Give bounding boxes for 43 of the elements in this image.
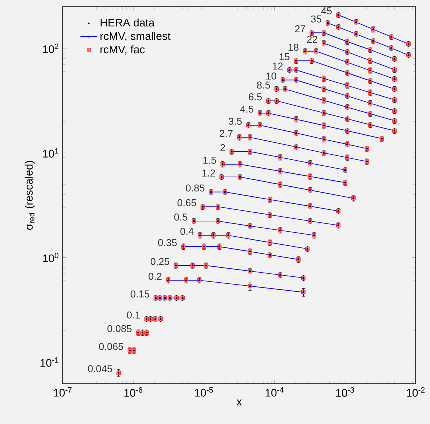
annotation: 2	[220, 144, 226, 152]
annotation: 8.5	[257, 82, 270, 89]
annotation: 18	[288, 44, 299, 52]
x-axis-title: x	[236, 400, 242, 406]
annotation: 45	[322, 8, 332, 15]
annotation: 35	[311, 16, 322, 23]
annotation: 12	[273, 62, 283, 70]
annotation: 1.2	[202, 170, 216, 177]
y-tick-label: 10$^{0}$	[43, 253, 59, 262]
annotation: 0.045	[88, 365, 112, 373]
legend-label: rcMV, smallest	[100, 32, 171, 42]
y-axis-title: σ$_{red}$ (rescaled)	[24, 161, 36, 230]
legend-label: rcMV, fac	[100, 46, 145, 55]
annotation: 10	[266, 72, 277, 80]
x-tick-label: 10$^{-7}$	[54, 388, 72, 397]
annotation: 0.85	[186, 184, 205, 192]
x-tick-label: 10$^{-5}$	[195, 388, 214, 397]
annotation: 2.7	[220, 130, 233, 138]
annotation: 0.065	[99, 343, 124, 350]
annotation: 15	[280, 53, 290, 60]
y-tick-label: 10$^{-1}$	[40, 358, 59, 367]
annotation: 0.1	[127, 312, 140, 319]
annotation: 27	[295, 26, 306, 32]
legend-label: HERA data	[100, 18, 155, 27]
x-tick-label: 10$^{-6}$	[124, 388, 143, 397]
annotation: 0.65	[178, 199, 196, 206]
annotation: 0.25	[150, 258, 170, 266]
y-tick-label: 10$^{1}$	[43, 148, 59, 158]
annotation: 0.5	[174, 214, 188, 221]
annotation: 3.5	[228, 118, 242, 126]
annotation: 22	[307, 36, 318, 43]
annotation: 0.2	[148, 273, 162, 280]
x-tick-label: 10$^{-4}$	[266, 388, 284, 397]
annotation: 4.5	[240, 106, 254, 113]
annotation: 0.085	[108, 325, 132, 332]
annotation: 6.5	[249, 94, 262, 101]
y-tick-label: 10$^{2}$	[43, 44, 59, 54]
x-tick-label: 10$^{-3}$	[336, 388, 354, 397]
annotation: 0.35	[158, 239, 177, 246]
x-tick-label: 10$^{-2}$	[407, 388, 425, 397]
annotation: 1.5	[204, 157, 216, 164]
annotation: 0.4	[180, 228, 194, 236]
annotation: 0.15	[130, 290, 150, 298]
